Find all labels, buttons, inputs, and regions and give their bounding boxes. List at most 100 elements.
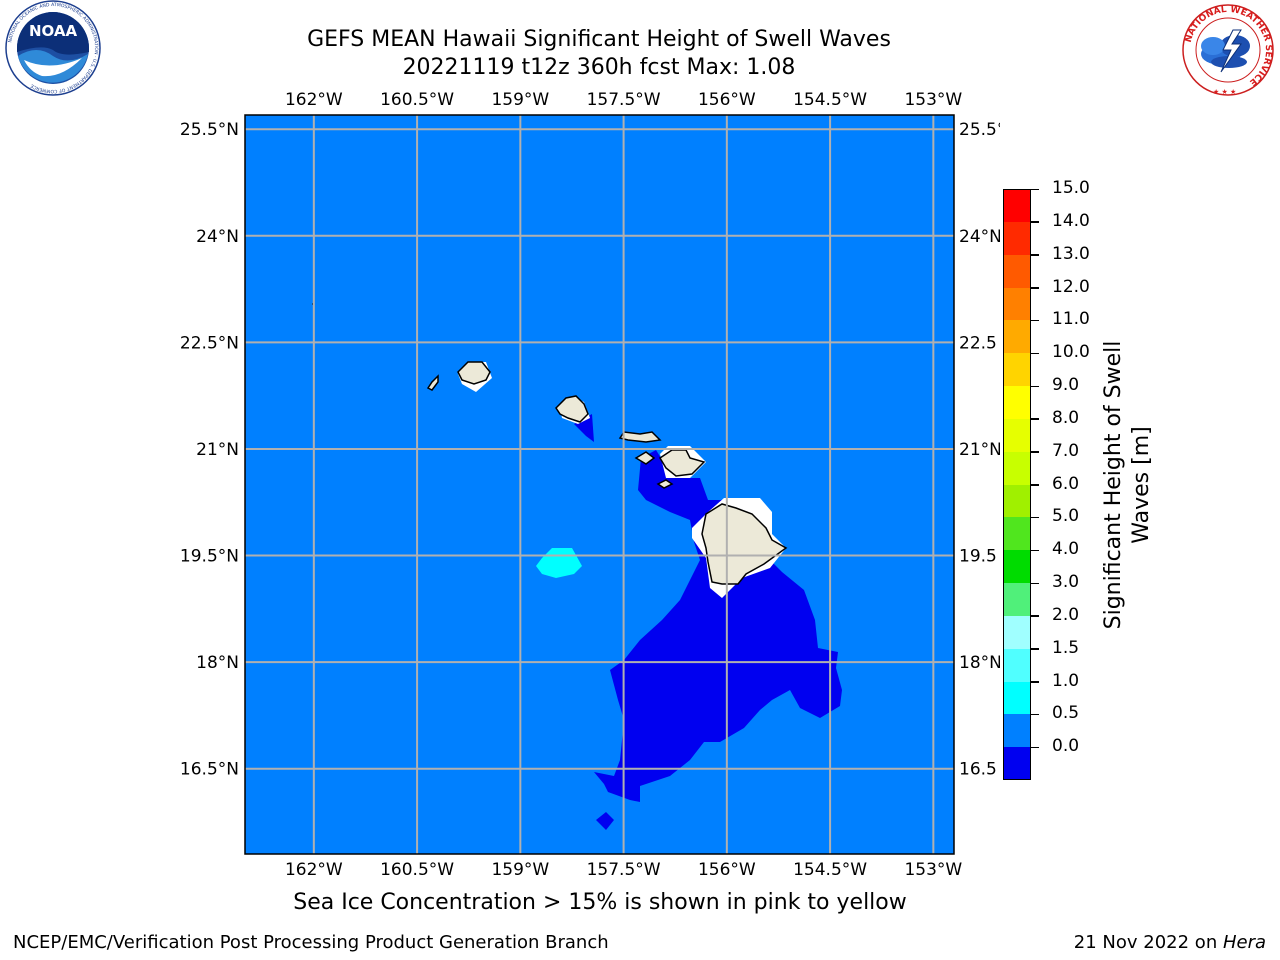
colorbar-segment [1003,221,1031,256]
lon-tick-bottom: 160.5°W [380,860,454,880]
colorbar-tick-label: 8.0 [1052,407,1080,428]
colorbar-segment [1003,320,1031,354]
colorbar-segment [1003,189,1031,223]
colorbar-tick-mark [1031,516,1039,519]
footer-host: Hera [1222,932,1266,953]
lat-tick-right: 25.5°N [959,120,1000,140]
colorbar-tick-label: 7.0 [1052,440,1080,461]
colorbar-tick-label: 5.0 [1052,506,1080,527]
colorbar-segment [1003,583,1031,617]
colorbar-tick-label: 11.0 [1052,309,1090,330]
lon-tick-bottom: 162°W [285,860,343,880]
lon-tick-top: 154.5°W [793,90,867,110]
lat-tick-right: 22.5 [959,333,997,353]
lat-tick-left: 21°N [196,440,239,460]
colorbar-tick-mark [1031,254,1039,256]
colorbar-segment [1003,681,1031,715]
lat-tick-left: 16.5°N [180,760,239,780]
ocean-background [245,115,954,854]
colorbar-tick-label: 1.5 [1052,637,1080,658]
map-subtitle: 20221119 t12z 360h fcst Max: 1.08 [402,55,796,80]
colorbar-tick-label: 9.0 [1052,375,1080,395]
lanai-land [634,451,656,465]
lon-tick-bottom: 159°W [491,860,549,880]
colorbar-segment [1003,714,1031,748]
footer-branch: NCEP/EMC/Verification Post Processing Pr… [13,932,609,953]
colorbar-tick-mark [1031,484,1039,486]
colorbar-tick-label: 10.0 [1052,342,1090,363]
lat-tick-labels-left: 25.5°N 24°N 22.5°N 21°N 19.5°N 18°N 16.5°N [180,120,239,780]
footer-date: 21 Nov 2022 on Hera [1074,932,1266,953]
colorbar-tick-label: 14.0 [1052,210,1090,231]
colorbar-tick-mark [1031,352,1039,355]
lon-tick-top: 160.5°W [380,90,454,110]
lon-tick-bottom: 153°W [904,860,962,880]
colorbar-frame [1003,189,1031,780]
colorbar-segment [1003,418,1031,453]
colorbar-segment [1003,287,1031,321]
lat-tick-right: 19.5 [959,547,997,567]
colorbar-tick-mark [1031,188,1039,190]
colorbar-tick-mark [1031,713,1039,716]
lon-tick-bottom: 154.5°W [793,860,867,880]
longitude-gridlines [312,115,935,854]
colorbar-tick-mark [1031,221,1039,223]
colorbar-segment [1003,484,1031,518]
colorbar-tick-label: 4.0 [1052,539,1080,560]
swell-contour-low-kauai [574,414,594,442]
coastlines [426,361,788,585]
lat-tick-right: 24°N [959,227,1000,247]
colorbar-tick-mark [1031,681,1039,683]
lat-tick-left: 18°N [196,653,239,673]
lon-tick-top: 156°W [698,90,756,110]
colorbar-segment [1003,615,1031,650]
colorbar-tick-label: 12.0 [1052,276,1090,297]
lat-tick-right: 16.5 [959,760,997,780]
lat-tick-right: 18°N [959,653,1000,673]
map-plot: 162°W 160.5°W 159°W 157.5°W 156°W 154.5°W 153°… [180,90,1000,880]
noaa-logo-text: NOAA [29,22,78,40]
colorbar-tick-label: 6.0 [1052,473,1080,494]
noaa-logo: NOAA NATIONAL OCEANIC AND ATMOSPHERIC AD… [5,0,101,96]
lon-tick-bottom: 156°W [698,860,756,880]
molokai-land [618,431,662,443]
colorbar-tick-label: 0.0 [1052,736,1080,757]
colorbar-segment [1003,550,1031,584]
niihau-land [426,374,439,391]
lat-tick-left: 25.5°N [180,120,239,140]
svg-text:★ ★ ★: ★ ★ ★ [1213,88,1236,96]
colorbar-tick-label: 0.5 [1052,703,1080,724]
lat-tick-right: 21°N [959,440,1000,460]
colorbar-tick-mark [1031,746,1039,749]
kahoolawe-land [656,479,674,489]
footer-date-text: 21 Nov 2022 on [1073,932,1223,953]
lon-tick-bottom: 157.5°W [587,860,661,880]
colorbar-segment [1003,254,1031,288]
lon-tick-top: 153°W [904,90,962,110]
colorbar-tick-label: 2.0 [1052,604,1080,625]
colorbar-tick-mark [1031,385,1039,387]
colorbar-tick-label: 3.0 [1052,572,1080,592]
lat-tick-left: 22.5°N [180,333,239,353]
colorbar-tick-mark [1031,418,1039,420]
colorbar-segment [1003,353,1031,387]
colorbar-label-line2: Waves [m] [1129,426,1154,544]
colorbar-tick-mark [1031,582,1039,584]
lat-tick-left: 19.5°N [180,547,239,567]
colorbar-tick-mark [1031,648,1039,650]
lon-tick-labels-bottom: 162°W 160.5°W 159°W 157.5°W 156°W 154.5°W 153°… [285,860,962,880]
swell-contour-low [594,450,842,802]
lon-tick-top: 157.5°W [587,90,661,110]
latitude-gridlines [245,128,954,770]
lon-tick-top: 159°W [491,90,549,110]
colorbar-segment [1003,517,1031,551]
colorbar-tick-label: 13.0 [1052,243,1090,264]
colorbar-segment [1003,386,1031,420]
lon-tick-top: 162°W [285,90,343,110]
lat-tick-left: 24°N [196,227,239,247]
sea-ice-note: Sea Ice Concentration > 15% is shown in … [293,890,907,915]
maui-land [658,449,706,477]
colorbar-segment [1003,451,1031,485]
oahu-land [555,395,589,423]
colorbar-tick-label: 15.0 [1052,178,1090,198]
